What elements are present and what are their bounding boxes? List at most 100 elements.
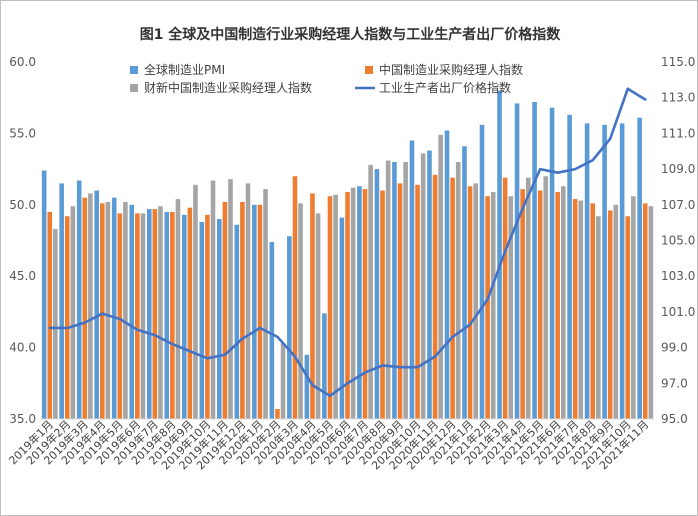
bar (105, 201, 111, 419)
bar (567, 114, 572, 419)
legend-swatch (365, 66, 373, 74)
bar (560, 186, 566, 419)
bar (602, 124, 607, 419)
bar (315, 213, 321, 419)
legend-label: 财新中国制造业采购经理人指数 (144, 80, 312, 95)
bar (304, 354, 310, 419)
bar (432, 174, 438, 419)
bar (648, 206, 654, 419)
y-right-tick-label: 105.0 (661, 234, 695, 248)
bar (245, 183, 251, 419)
y-left-tick-label: 45.0 (9, 269, 36, 283)
bar (47, 211, 53, 419)
y-right-tick-label: 101.0 (661, 305, 695, 319)
legend-swatch (130, 66, 138, 74)
bar (613, 204, 619, 419)
bar (607, 210, 613, 419)
bar (263, 189, 268, 419)
bar (420, 153, 426, 419)
bar (210, 180, 216, 419)
bar (409, 140, 415, 420)
bar (164, 211, 170, 419)
bar (392, 161, 397, 419)
bar (280, 343, 286, 419)
y-left-tick-label: 35.0 (9, 412, 36, 426)
bar (520, 189, 525, 419)
bar (415, 184, 420, 419)
bar (385, 160, 391, 419)
bar (525, 177, 531, 419)
bar (514, 103, 520, 419)
y-right-tick-label: 115.0 (661, 55, 695, 69)
bar (187, 207, 193, 419)
bar (257, 204, 263, 419)
bar (368, 164, 373, 419)
bar (70, 206, 76, 419)
bar (339, 217, 345, 419)
bar (152, 209, 158, 419)
bar (345, 191, 350, 419)
bar (240, 201, 245, 419)
legend-label: 全球制造业PMI (144, 62, 225, 77)
bar (374, 169, 380, 419)
bar (438, 134, 443, 419)
bar (403, 161, 408, 419)
bar (637, 117, 642, 419)
bar (193, 184, 198, 419)
bar (275, 409, 280, 419)
bar (234, 224, 240, 419)
bar (584, 123, 590, 420)
bar (450, 177, 455, 419)
bar (217, 219, 222, 419)
bar-group (41, 90, 654, 420)
bar (175, 199, 181, 419)
bar (625, 216, 631, 419)
bar (205, 214, 210, 419)
y-right-tick-label: 99.0 (661, 341, 688, 355)
bar (310, 193, 315, 419)
bar (322, 313, 327, 419)
chart-title: 图1 全球及中国制造行业采购经理人指数与工业生产者出厂价格指数 (139, 27, 561, 43)
bar (292, 176, 298, 419)
bar (111, 197, 117, 419)
bar (287, 236, 292, 419)
bar (129, 204, 135, 419)
bar (88, 193, 93, 419)
y-right-tick-label: 109.0 (661, 162, 695, 176)
bar (537, 190, 543, 419)
bar (222, 201, 228, 419)
bar (455, 161, 461, 419)
bar (199, 221, 205, 419)
bar (181, 214, 187, 419)
bar (59, 183, 64, 419)
bar (170, 211, 175, 419)
y-left-tick-label: 50.0 (9, 198, 36, 212)
bar (497, 90, 502, 419)
bar (543, 176, 549, 419)
bar (572, 199, 578, 419)
bar (427, 150, 432, 420)
bar (140, 213, 146, 419)
bar (485, 196, 490, 419)
bar (76, 180, 82, 419)
y-right-tick-label: 107.0 (661, 198, 695, 212)
bar (397, 183, 403, 419)
bar (123, 201, 128, 419)
bar (555, 191, 560, 419)
bar (357, 186, 362, 419)
bar (327, 196, 333, 419)
bar (490, 191, 496, 419)
bar (642, 203, 648, 419)
bar (462, 146, 467, 419)
bar (578, 200, 584, 419)
bar (380, 190, 385, 419)
bar (158, 206, 163, 419)
bar (532, 101, 537, 419)
y-left-tick-label: 55.0 (9, 126, 36, 140)
legend-label: 工业生产者出厂价格指数 (379, 80, 511, 95)
bar (596, 216, 601, 419)
bar (473, 183, 478, 419)
bar (82, 197, 88, 419)
